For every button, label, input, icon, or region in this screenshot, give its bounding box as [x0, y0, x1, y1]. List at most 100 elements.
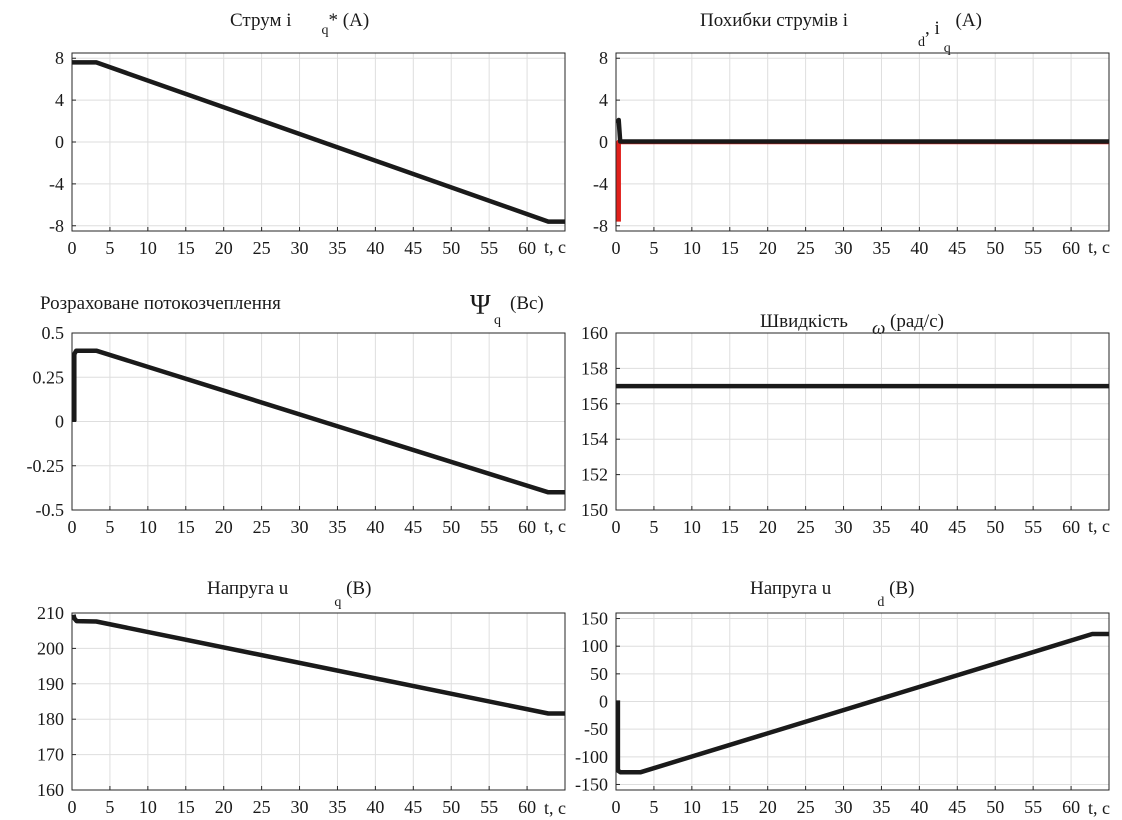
x-tick-label: 45	[948, 238, 966, 258]
panel-uq: Напруга uq (B) t, c	[207, 578, 566, 818]
x-tick-label: 35	[872, 517, 890, 537]
plot-speed_omega: 0 5 10 15 20 25 30 35 40 45 50 55 60 160 158 156 154 152 1…	[581, 323, 1110, 537]
x-tick-label: 30	[291, 797, 309, 817]
x-tick-label: 5	[105, 238, 114, 258]
y-tick-label: 50	[590, 664, 608, 684]
x-tick-label: 45	[948, 797, 966, 817]
x-tick-label: 0	[68, 238, 77, 258]
xlabel-speed: t, c	[1088, 516, 1110, 536]
x-tick-label: 50	[442, 517, 460, 537]
xlabel-current-errors: t, c	[1088, 237, 1110, 257]
x-tick-label: 20	[759, 517, 777, 537]
x-tick-label: 45	[404, 238, 422, 258]
title-ud: Напруга ud (B)	[750, 578, 914, 610]
x-tick-label: 5	[649, 797, 658, 817]
y-tick-label: 100	[581, 636, 608, 656]
x-tick-label: 0	[612, 797, 621, 817]
x-tick-label: 40	[910, 238, 928, 258]
xlabel-iq-ref: t, c	[544, 237, 566, 257]
panel-current-errors: Похибки струмів id, iq (A) t, c	[700, 10, 1110, 257]
x-tick-label: 5	[105, 517, 114, 537]
x-tick-label: 30	[835, 797, 853, 817]
x-tick-label: 25	[253, 797, 271, 817]
x-tick-label: 15	[177, 517, 195, 537]
x-tick-label: 15	[721, 517, 739, 537]
x-tick-label: 40	[366, 517, 384, 537]
series-line-0	[71, 614, 565, 716]
y-tick-label: 152	[581, 465, 608, 485]
title-uq: Напруга uq (B)	[207, 578, 371, 610]
y-tick-label: 4	[599, 90, 608, 110]
y-tick-label: -0.25	[27, 456, 65, 476]
x-tick-label: 40	[910, 517, 928, 537]
panel-iq-ref: Струм i q* (A) t, c	[230, 10, 566, 257]
x-tick-label: 40	[366, 797, 384, 817]
y-tick-label: 200	[37, 638, 64, 658]
title-flux-sub: q	[494, 313, 501, 328]
y-tick-label: 0.25	[33, 367, 65, 387]
x-tick-label: 20	[759, 238, 777, 258]
x-tick-label: 60	[518, 797, 536, 817]
y-tick-label: 4	[55, 90, 64, 110]
x-tick-label: 25	[797, 797, 815, 817]
x-tick-label: 50	[986, 517, 1004, 537]
x-tick-label: 40	[910, 797, 928, 817]
y-tick-label: 150	[581, 500, 608, 520]
title-iq-ref: Струм i q* (A)	[230, 10, 369, 38]
x-tick-label: 0	[68, 517, 77, 537]
axes-box	[71, 332, 566, 511]
x-tick-label: 0	[612, 517, 621, 537]
y-tick-label: -4	[593, 174, 608, 194]
x-tick-label: 35	[328, 797, 346, 817]
y-tick-label: -0.5	[36, 500, 65, 520]
y-tick-label: 0	[599, 692, 608, 712]
y-tick-label: -150	[575, 774, 608, 794]
x-tick-label: 35	[872, 797, 890, 817]
y-tick-label: 0	[55, 132, 64, 152]
y-tick-label: 210	[37, 603, 64, 623]
x-tick-label: 55	[1024, 238, 1042, 258]
y-tick-label: -100	[575, 747, 608, 767]
x-tick-label: 10	[683, 797, 701, 817]
y-tick-label: 158	[581, 358, 608, 378]
x-tick-label: 15	[177, 238, 195, 258]
x-tick-label: 10	[139, 797, 157, 817]
x-tick-label: 30	[291, 238, 309, 258]
y-tick-label: -8	[49, 216, 64, 236]
title-speed-unit: (рад/с)	[890, 311, 944, 332]
x-tick-label: 25	[253, 517, 271, 537]
x-tick-label: 35	[872, 238, 890, 258]
y-tick-label: -4	[49, 174, 64, 194]
x-tick-label: 45	[404, 797, 422, 817]
title-speed-text: Швидкість	[760, 311, 848, 332]
y-tick-label: 0	[599, 132, 608, 152]
plot-voltage_uq: 0 5 10 15 20 25 30 35 40 45 50 55 60 210 200 190 180 170 1…	[37, 603, 566, 817]
y-tick-label: -50	[584, 719, 608, 739]
x-tick-label: 60	[518, 238, 536, 258]
x-tick-label: 0	[68, 797, 77, 817]
x-tick-label: 40	[366, 238, 384, 258]
y-tick-label: 154	[581, 429, 608, 449]
y-tick-label: 156	[581, 394, 608, 414]
axes-box	[71, 612, 566, 791]
x-tick-label: 0	[612, 238, 621, 258]
x-tick-label: 20	[215, 238, 233, 258]
x-tick-label: 55	[480, 797, 498, 817]
x-tick-label: 5	[649, 517, 658, 537]
plot-voltage_ud: 0 5 10 15 20 25 30 35 40 45 50 55 60 150 100 50 0 -50 -100…	[575, 609, 1110, 817]
x-tick-label: 15	[721, 797, 739, 817]
y-tick-label: 0	[55, 412, 64, 432]
x-tick-label: 55	[480, 517, 498, 537]
x-tick-label: 35	[328, 517, 346, 537]
xlabel-ud: t, c	[1088, 798, 1110, 818]
panel-speed: Швидкість ω (рад/с) t, c	[760, 311, 1110, 536]
x-tick-label: 15	[177, 797, 195, 817]
x-tick-label: 55	[1024, 797, 1042, 817]
x-tick-label: 10	[683, 238, 701, 258]
x-tick-label: 60	[518, 517, 536, 537]
panel-ud: Напруга ud (B) t, c	[750, 578, 1110, 818]
axes-box	[71, 52, 566, 232]
x-tick-label: 45	[948, 517, 966, 537]
